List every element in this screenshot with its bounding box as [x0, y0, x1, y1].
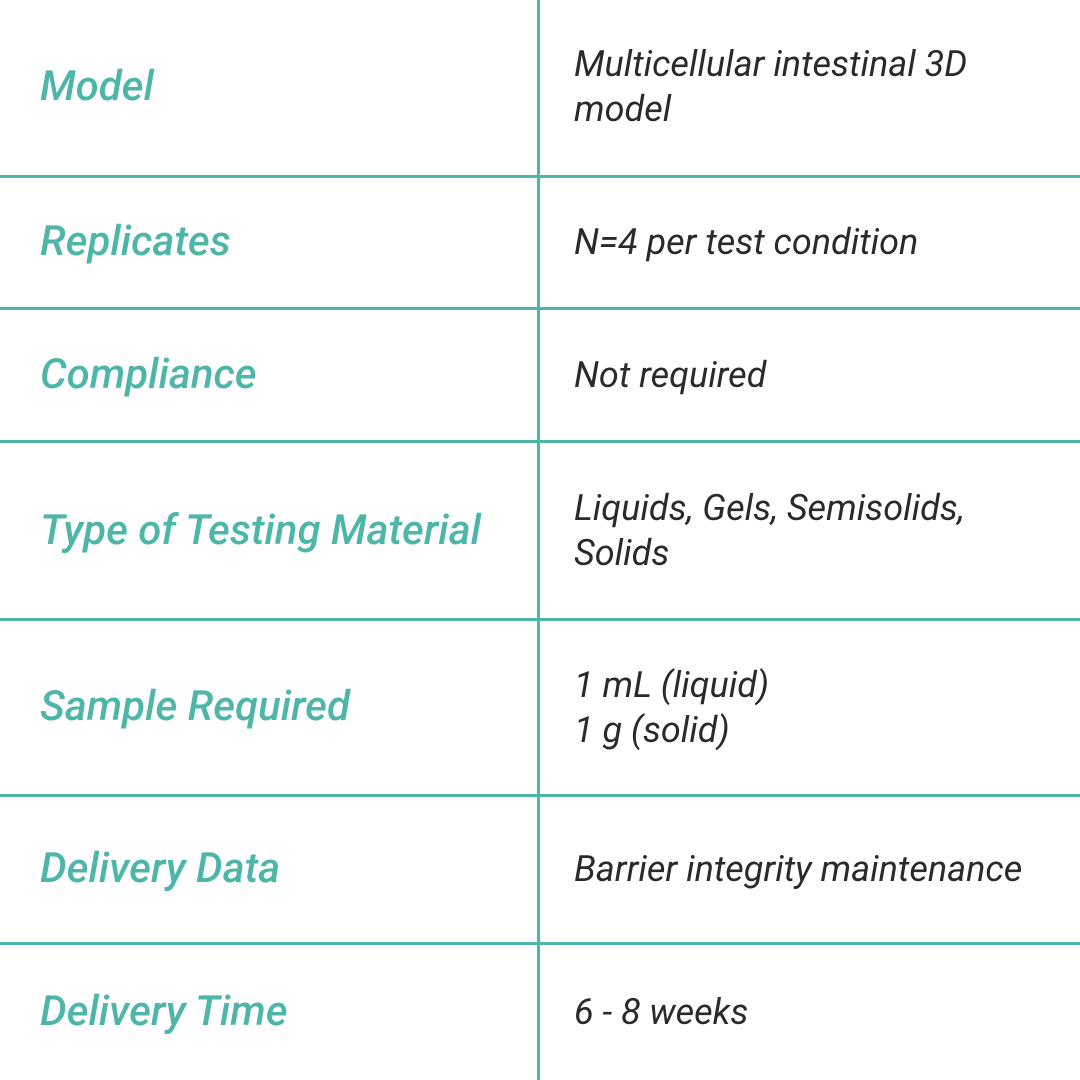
row-value: Liquids, Gels, Semisolids, Solids — [540, 443, 1080, 618]
table-row: Compliance Not required — [0, 310, 1080, 443]
spec-table: Model Multicellular intestinal 3D model … — [0, 0, 1080, 1080]
row-label: Delivery Data — [0, 797, 540, 942]
row-value: 1 mL (liquid) 1 g (solid) — [540, 621, 1080, 794]
row-value: 6 - 8 weeks — [540, 945, 1080, 1080]
table-row: Type of Testing Material Liquids, Gels, … — [0, 443, 1080, 621]
row-value: Multicellular intestinal 3D model — [540, 0, 1080, 175]
row-label: Type of Testing Material — [0, 443, 540, 618]
row-value: N=4 per test condition — [540, 178, 1080, 308]
row-label: Delivery Time — [0, 945, 540, 1080]
row-label: Replicates — [0, 178, 540, 308]
row-value: Barrier integrity maintenance — [540, 797, 1080, 942]
row-value: Not required — [540, 310, 1080, 440]
table-row: Sample Required 1 mL (liquid) 1 g (solid… — [0, 621, 1080, 797]
table-row: Delivery Data Barrier integrity maintena… — [0, 797, 1080, 945]
row-label: Compliance — [0, 310, 540, 440]
row-label: Sample Required — [0, 621, 540, 794]
row-label: Model — [0, 0, 540, 175]
table-row: Delivery Time 6 - 8 weeks — [0, 945, 1080, 1080]
table-row: Replicates N=4 per test condition — [0, 178, 1080, 311]
table-row: Model Multicellular intestinal 3D model — [0, 0, 1080, 178]
